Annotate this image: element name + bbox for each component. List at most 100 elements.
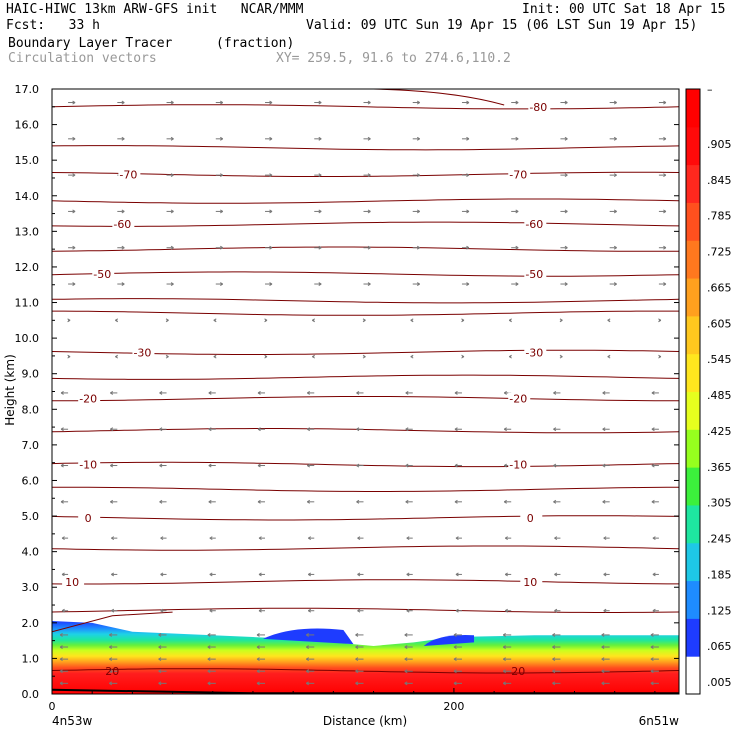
y-tick-label: 1.0 (22, 652, 40, 665)
contour-label-bg (524, 268, 547, 280)
colorbar-label: .905 (707, 138, 732, 151)
circulation-vector (560, 173, 568, 178)
circulation-vector (305, 669, 315, 674)
circulation-vector (560, 282, 568, 286)
circulation-vector (257, 390, 266, 395)
contour-label-bg (524, 346, 547, 358)
circulation-vector (110, 499, 118, 504)
circulation-vector (455, 536, 462, 541)
colorbar-swatch (686, 504, 700, 544)
circulation-vector (511, 282, 519, 286)
colorbar-swatch (686, 240, 700, 279)
circulation-vector (553, 390, 561, 395)
circulation-vector (559, 354, 563, 359)
circulation-vector (165, 318, 169, 323)
circulation-vector (109, 657, 118, 662)
circulation-vector (314, 100, 322, 105)
circulation-vector (207, 669, 216, 674)
circulation-vector (68, 136, 76, 141)
circulation-vector (502, 632, 512, 637)
contour-line (52, 515, 679, 521)
y-tick-label: 6.0 (22, 474, 40, 487)
colorbar-label: .725 (707, 246, 732, 259)
colorbar-swatch (686, 315, 700, 355)
circulation-vector (166, 136, 174, 141)
circulation-vector (461, 245, 470, 250)
y-tick-label: 10.0 (15, 332, 40, 345)
circulation-vector (307, 608, 315, 613)
circulation-vector (209, 608, 216, 613)
circulation-vector (357, 536, 364, 541)
circulation-vector (601, 681, 610, 686)
circulation-vector (602, 427, 610, 432)
y-tick-label: 14.0 (15, 190, 40, 203)
y-tick-label: 4.0 (22, 546, 40, 559)
contour-line (52, 607, 679, 613)
colorbar-swatch (686, 164, 700, 203)
circulation-vector (61, 572, 69, 577)
contour-label: -20 (79, 393, 97, 406)
circulation-vector (110, 463, 118, 468)
circulation-vector (651, 390, 659, 395)
y-tick-label: 11.0 (15, 297, 40, 310)
circulation-vector (454, 427, 462, 432)
header-model-title: HAIC-HIWC 13km ARW-GFS init NCAR/MMM (6, 2, 304, 17)
circulation-vector (60, 427, 69, 432)
contour-label: -70 (509, 168, 527, 181)
circulation-vector (658, 209, 667, 214)
circulation-vector (68, 173, 76, 178)
circulation-vector (454, 390, 462, 395)
y-tick-label: 16.0 (15, 119, 40, 132)
circulation-vector (209, 572, 216, 577)
contour-line (52, 298, 679, 304)
circulation-vector (117, 209, 125, 214)
circulation-vector (213, 318, 217, 323)
circulation-vector (652, 572, 659, 577)
circulation-vector (603, 572, 610, 577)
circulation-vector (363, 282, 371, 286)
plot-frame (51, 88, 680, 695)
circulation-vector (412, 209, 420, 214)
circulation-vector (552, 645, 561, 649)
colorbar-swatch (686, 580, 700, 619)
circulation-vector (160, 536, 167, 541)
contour-line (52, 545, 679, 551)
circulation-vector (158, 669, 167, 674)
circulation-vector (207, 645, 216, 649)
colorbar-label: .185 (707, 568, 732, 581)
circulation-vector (609, 173, 617, 178)
circulation-vector (166, 173, 174, 178)
circulation-vector (554, 608, 561, 613)
circulation-vector (158, 645, 167, 649)
circulation-vector (111, 536, 118, 541)
contour-label-bg (524, 218, 547, 230)
circulation-vector (650, 681, 659, 686)
circulation-vector (363, 100, 371, 105)
contour-label-bg (62, 575, 85, 587)
colorbar-swatch (686, 278, 700, 317)
circulation-vector (601, 669, 610, 674)
circulation-vector (355, 632, 364, 637)
circulation-vector (412, 173, 420, 178)
circulation-vector (609, 209, 617, 214)
colorbar-label: .665 (707, 281, 732, 294)
circulation-vector (215, 209, 224, 214)
circulation-vector (311, 318, 316, 323)
circulation-vector (363, 136, 371, 141)
colorbar-label: .485 (707, 389, 732, 402)
circulation-vector (560, 136, 568, 141)
circulation-vector (601, 657, 610, 662)
circulation-vector (362, 318, 366, 323)
circulation-vector (265, 136, 273, 141)
circulation-vector (461, 354, 465, 359)
contour-label-bg (520, 575, 543, 587)
contour-line (52, 145, 679, 151)
field-units: (fraction) (216, 36, 295, 51)
circulation-vector (553, 499, 561, 504)
circulation-vector (502, 669, 512, 674)
circulation-vector (207, 681, 216, 686)
contour-line (52, 271, 679, 277)
colorbar-label: .305 (707, 497, 732, 510)
circulation-vector (650, 669, 659, 674)
circulation-vector (306, 499, 315, 504)
